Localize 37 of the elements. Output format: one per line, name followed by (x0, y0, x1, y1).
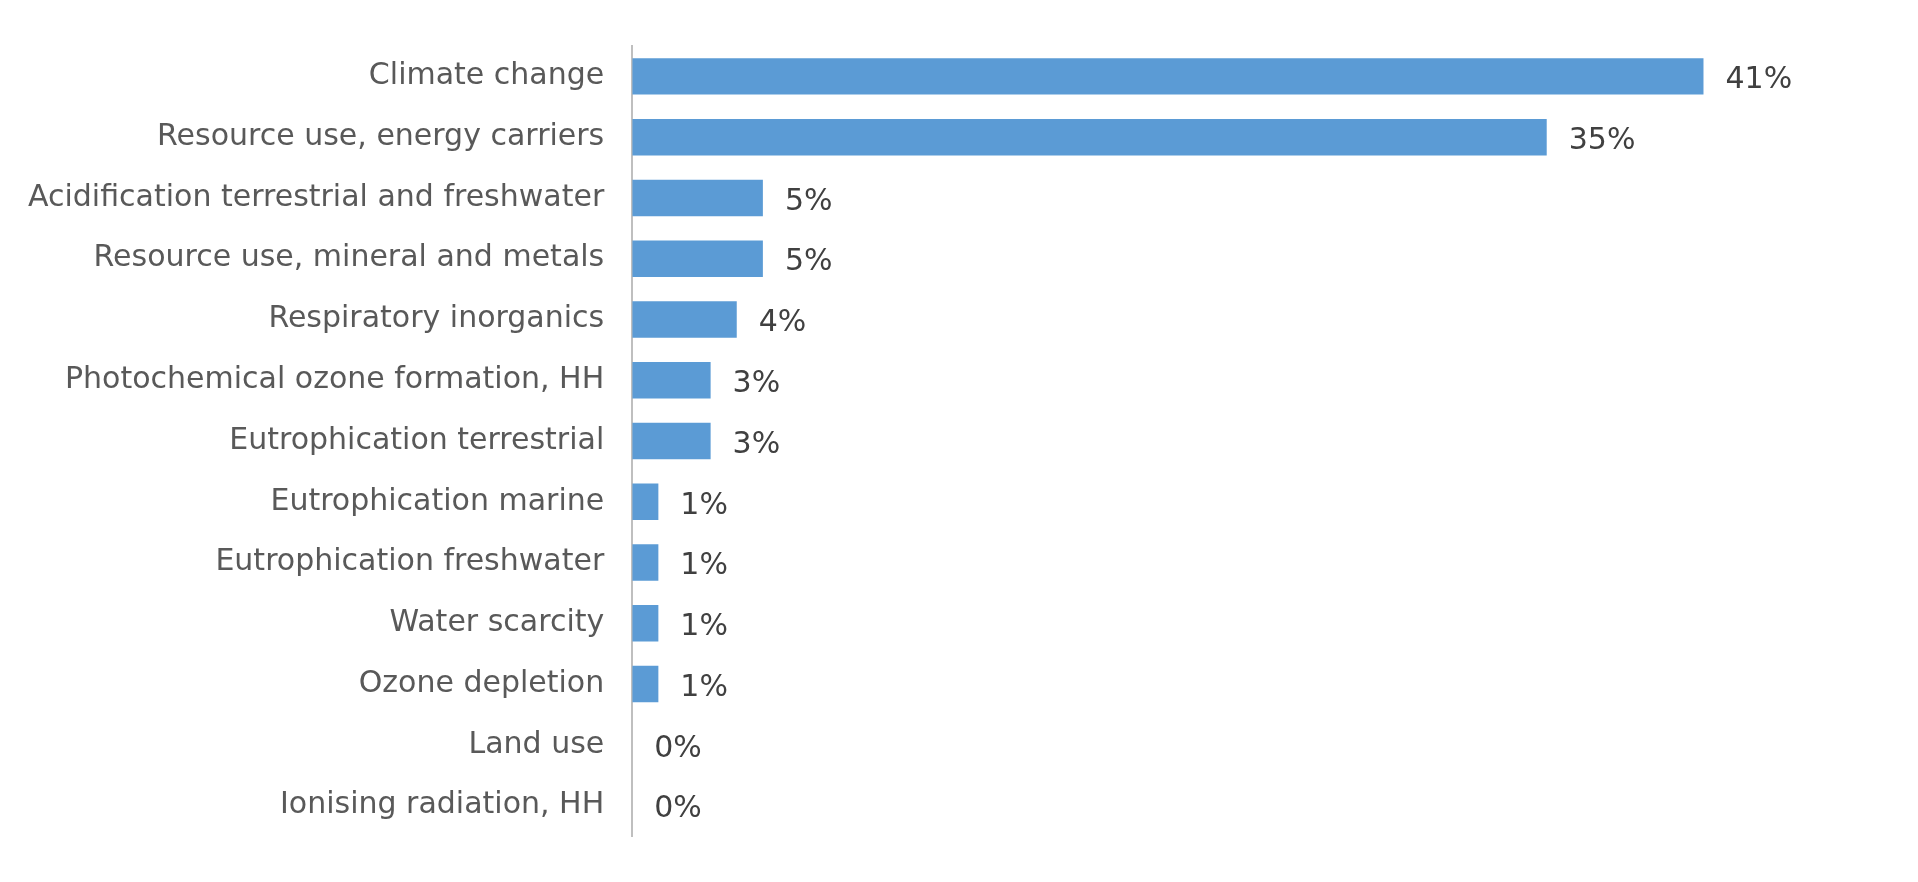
bar (632, 179, 763, 217)
data-label: 3% (732, 424, 781, 460)
y-tick-label: Ionising radiation, HH (279, 785, 605, 821)
y-tick-label: Eutrophication freshwater (215, 542, 605, 578)
bar (632, 544, 659, 581)
y-tick-label: Eutrophication terrestrial (229, 420, 605, 456)
data-label: 4% (758, 303, 807, 339)
bar (632, 118, 1547, 156)
bar (632, 483, 659, 520)
bar (632, 665, 659, 703)
y-tick-label: Resource use, mineral and metals (93, 238, 605, 274)
bar (632, 422, 711, 460)
y-tick-label: Acidification terrestrial and freshwater (27, 177, 605, 213)
data-label: 0% (654, 789, 702, 825)
data-label: 35% (1568, 120, 1636, 156)
data-label: 1% (680, 607, 728, 643)
data-label: 5% (784, 242, 833, 278)
bar (632, 362, 711, 399)
y-tick-label: Ozone depletion (358, 663, 605, 699)
y-tick-label: Eutrophication marine (270, 481, 605, 517)
data-label: 1% (680, 485, 728, 521)
bar (632, 240, 763, 277)
y-tick-label: Land use (468, 724, 605, 760)
bar (632, 58, 1704, 95)
y-tick-label: Resource use, energy carriers (157, 116, 605, 152)
data-label: 1% (680, 667, 728, 703)
data-label: 3% (732, 364, 781, 400)
y-tick-label: Climate change (368, 56, 605, 92)
data-label: 5% (784, 181, 833, 217)
y-tick-label: Water scarcity (389, 603, 605, 639)
bar (632, 605, 659, 642)
y-tick-label: Respiratory inorganics (268, 299, 605, 335)
data-label: 0% (654, 728, 702, 764)
y-tick-label: Photochemical ozone formation, HH (64, 360, 605, 396)
data-label: 1% (680, 546, 728, 582)
bar (632, 301, 737, 338)
data-label: 41% (1725, 60, 1793, 96)
